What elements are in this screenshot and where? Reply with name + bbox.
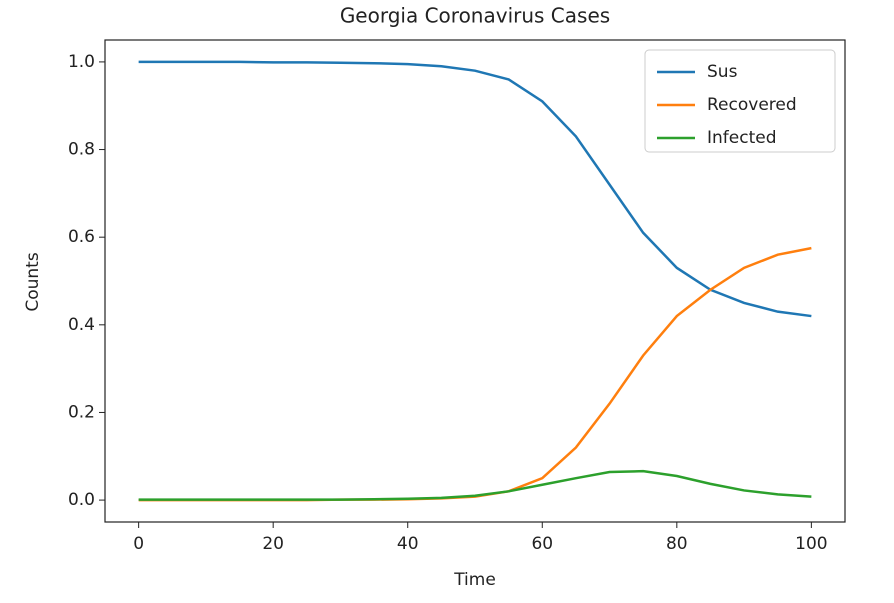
y-tick-label: 0.0	[68, 490, 95, 510]
plot-frame	[104, 39, 846, 523]
y-axis-label: Counts	[23, 252, 43, 311]
x-tick-label: 60	[531, 534, 553, 554]
chart-title: Georgia Coronavirus Cases	[340, 4, 610, 28]
legend-label: Infected	[707, 128, 777, 148]
x-tick-label: 0	[133, 534, 144, 554]
y-tick-label: 0.6	[68, 227, 95, 247]
x-axis-label: Time	[453, 570, 496, 590]
legend-label: Recovered	[707, 95, 797, 115]
x-tick-label: 40	[397, 534, 419, 554]
y-tick-label: 1.0	[68, 52, 95, 72]
x-tick-label: 20	[262, 534, 284, 554]
y-tick-label: 0.2	[68, 402, 95, 422]
series-line	[138, 469, 812, 501]
y-tick-label: 0.4	[68, 315, 95, 335]
x-tick-label: 80	[666, 534, 688, 554]
legend-label: Sus	[707, 62, 738, 82]
series-line	[138, 60, 812, 318]
y-tick-label: 0.8	[68, 140, 95, 160]
legend-box	[644, 49, 836, 153]
x-tick-label: 100	[795, 534, 827, 554]
